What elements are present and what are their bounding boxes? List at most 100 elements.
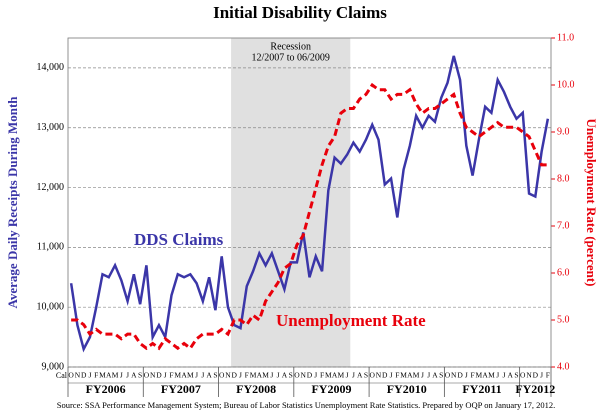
x-tick-label: D [457, 371, 463, 380]
y2-tick-label: 5.0 [557, 314, 570, 325]
recession-dates: 12/2007 to 06/2009 [252, 52, 330, 63]
fy-label: FY2011 [462, 382, 501, 396]
x-tick-label: M [99, 371, 106, 380]
y2-tick-label: 4.0 [557, 361, 570, 372]
y2-tick-label: 11.0 [557, 32, 574, 43]
x-tick-label: A [407, 371, 413, 380]
recession-label: Recession [270, 41, 311, 52]
x-tick-label: S [138, 371, 142, 380]
x-tick-label: J [427, 371, 430, 380]
y-tick-label: 12,000 [37, 182, 65, 193]
x-tick-label: J [540, 371, 543, 380]
y-tick-label: 9,000 [42, 361, 65, 372]
x-tick-label: O [370, 371, 376, 380]
x-tick-label: A [332, 371, 338, 380]
x-tick-label: O [144, 371, 150, 380]
x-tick-label: A [181, 371, 187, 380]
x-tick-label: J [270, 371, 273, 380]
x-tick-label: O [520, 371, 526, 380]
legend-label: Unemployment Rate [276, 311, 426, 330]
x-tick-label: A [206, 371, 212, 380]
x-tick-label: J [88, 371, 91, 380]
x-tick-label: O [445, 371, 451, 380]
x-tick-label: M [488, 371, 495, 380]
y-tick-label: 13,000 [37, 122, 65, 133]
x-tick-label: N [526, 371, 532, 380]
x-tick-label: M [338, 371, 345, 380]
x-tick-label: N [225, 371, 231, 380]
x-tick-label: S [439, 371, 443, 380]
recession-shade [231, 38, 351, 367]
x-tick-label: D [156, 371, 162, 380]
x-tick-label: D [81, 371, 87, 380]
x-tick-label: A [432, 371, 438, 380]
y-tick-label: 11,000 [37, 242, 64, 253]
x-tick-label: A [257, 371, 263, 380]
y-axis-label: Average Daily Receipts During Month [5, 96, 20, 309]
x-tick-label: J [239, 371, 242, 380]
fy-label: FY2009 [311, 382, 351, 396]
x-tick-label: A [282, 371, 288, 380]
y2-tick-label: 10.0 [557, 79, 575, 90]
x-tick-label: S [364, 371, 368, 380]
y-tick-label: 14,000 [37, 62, 65, 73]
plot-frame [67, 37, 552, 368]
x-tick-label: M [250, 371, 257, 380]
x-tick-label: M [400, 371, 407, 380]
x-tick-label: F [169, 371, 173, 380]
x-tick-label: D [382, 371, 388, 380]
x-tick-label: N [150, 371, 156, 380]
x-tick-label: J [346, 371, 349, 380]
legend-label: DDS Claims [134, 230, 224, 249]
chart-title: Initial Disability Claims [213, 3, 387, 22]
x-tick-label: M [112, 371, 119, 380]
x-tick-label: F [94, 371, 98, 380]
x-tick-label: F [471, 371, 475, 380]
x-tick-label: O [219, 371, 225, 380]
y2-tick-label: 9.0 [557, 126, 570, 137]
x-tick-label: F [320, 371, 324, 380]
x-tick-label: M [174, 371, 181, 380]
y-tick-label: 10,000 [37, 301, 65, 312]
x-tick-label: A [357, 371, 363, 380]
y2-tick-label: 8.0 [557, 173, 570, 184]
x-tick-label: N [451, 371, 457, 380]
x-tick-label: J [502, 371, 505, 380]
x-tick-label: J [164, 371, 167, 380]
x-tick-label: M [262, 371, 269, 380]
x-tick-label: A [131, 371, 137, 380]
x-tick-label: A [482, 371, 488, 380]
x-tick-label: N [301, 371, 307, 380]
x-tick-label: J [201, 371, 204, 380]
x-tick-label: N [75, 371, 81, 380]
fy-label: FY2007 [161, 382, 201, 396]
fy-label: FY2012 [515, 382, 555, 396]
fy-label: FY2010 [387, 382, 427, 396]
x-tick-label: S [213, 371, 217, 380]
fy-label: FY2006 [86, 382, 126, 396]
y2-axis-label: Unemployment Rate (percent) [584, 119, 599, 287]
x-tick-label: J [465, 371, 468, 380]
fy-label: FY2008 [236, 382, 276, 396]
x-tick-label: J [496, 371, 499, 380]
x-tick-label: A [508, 371, 514, 380]
x-tick-label: M [413, 371, 420, 380]
x-tick-label: F [546, 371, 550, 380]
x-tick-label: D [533, 371, 539, 380]
x-tick-label: M [325, 371, 332, 380]
x-tick-label: D [232, 371, 238, 380]
x-tick-label: O [68, 371, 74, 380]
x-tick-label: J [126, 371, 129, 380]
x-tick-label: F [245, 371, 249, 380]
x-tick-label: J [314, 371, 317, 380]
x-tick-label: J [352, 371, 355, 380]
source-note: Source: SSA Performance Management Syste… [57, 400, 556, 410]
x-tick-label: M [187, 371, 194, 380]
x-tick-label: N [376, 371, 382, 380]
x-tick-label: M [476, 371, 483, 380]
y2-tick-label: 6.0 [557, 267, 570, 278]
x-tick-label: J [421, 371, 424, 380]
x-tick-label: S [514, 371, 518, 380]
x-tick-label: F [395, 371, 399, 380]
